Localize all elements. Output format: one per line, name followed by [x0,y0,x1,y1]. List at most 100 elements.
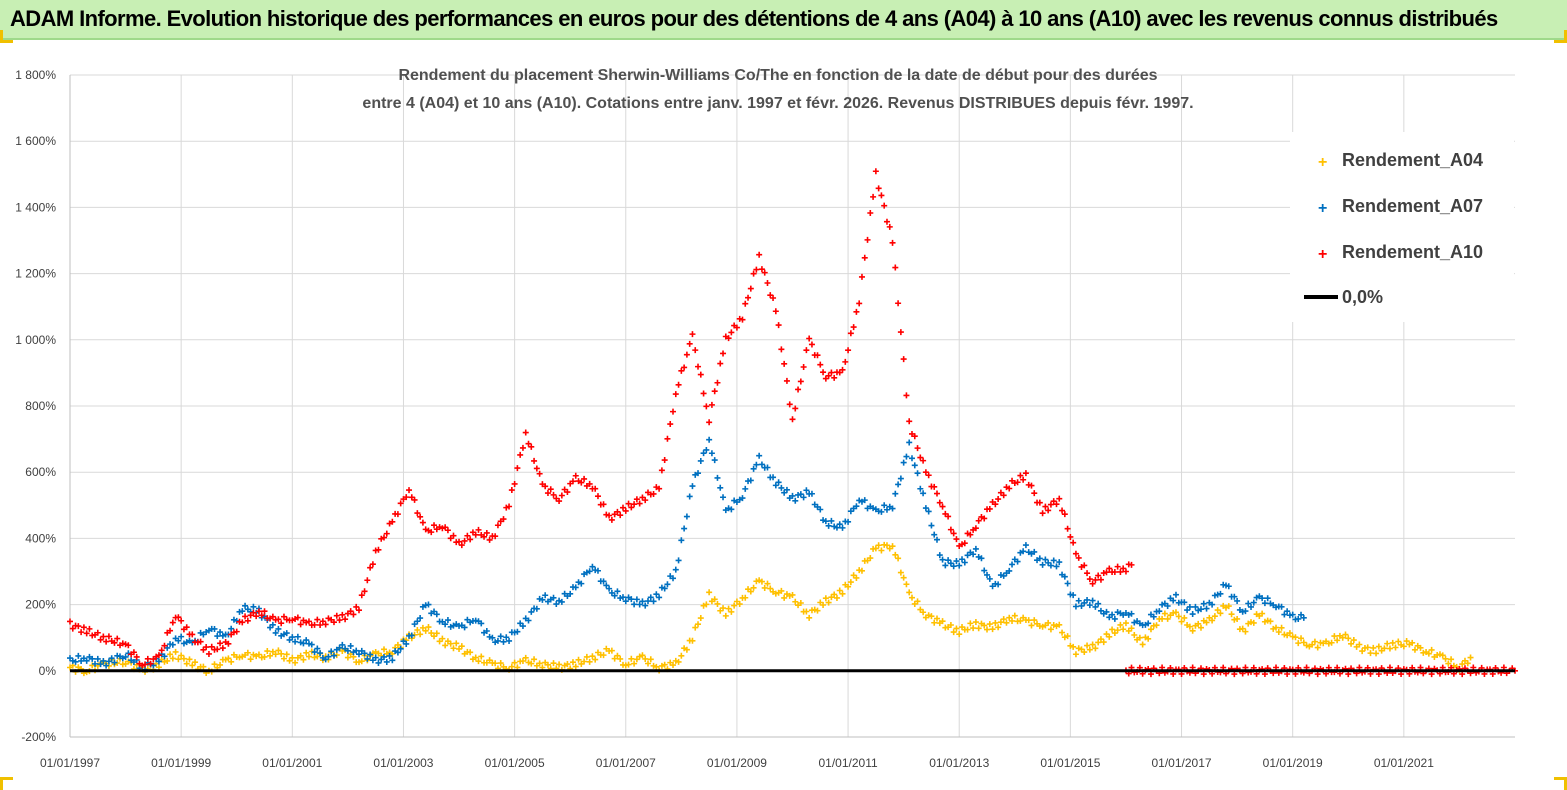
data-point [269,613,276,620]
data-point [914,470,921,477]
data-point [369,561,376,568]
data-point [800,363,807,370]
data-point [508,663,515,670]
data-point [917,454,924,461]
data-point [475,526,482,533]
data-point [656,485,663,492]
data-point [155,664,162,671]
data-point [631,660,638,667]
data-point [317,650,324,657]
data-point [1039,510,1046,517]
data-point [1384,640,1391,647]
data-point [758,461,765,468]
data-point [1009,561,1016,568]
data-point [864,236,871,243]
data-point [572,472,579,479]
data-point [689,483,696,490]
data-point [594,567,601,574]
data-point [122,653,129,660]
data-point [833,594,840,601]
data-point [581,658,588,665]
data-point [1089,641,1096,648]
data-point [895,481,902,488]
data-point [550,594,557,601]
data-point [147,660,154,667]
data-point [872,545,879,552]
data-point [661,585,668,592]
data-point [1339,634,1346,641]
data-point [711,388,718,395]
data-point [914,598,921,605]
data-point [1031,617,1038,624]
data-point [389,518,396,525]
data-point [1081,649,1088,656]
data-point [922,469,929,476]
data-point [383,530,390,537]
data-point [686,340,693,347]
data-point [845,583,852,590]
data-point [155,652,162,659]
data-point [1014,558,1021,565]
data-point [1145,635,1152,642]
data-point [428,630,435,637]
data-point [1103,569,1110,576]
data-point [750,465,757,472]
data-point [572,663,579,670]
data-point [305,618,312,625]
data-point [642,497,649,504]
data-point [83,630,90,637]
data-point [297,621,304,628]
x-tick-label: 01/01/2019 [1263,756,1323,770]
data-point [770,294,777,301]
data-point [889,239,896,246]
data-point [155,658,162,665]
chart-title-line-1: Rendement du placement Sherwin-Williams … [398,67,1157,84]
data-point [1367,650,1374,657]
data-point [767,585,774,592]
data-point [1095,572,1102,579]
data-point [1292,634,1299,641]
data-point [936,552,943,559]
data-point [1459,661,1466,668]
data-point [1200,600,1207,607]
data-point [375,546,382,553]
data-point [367,651,374,658]
data-point [275,647,282,654]
data-point [695,363,702,370]
data-point [1428,646,1435,653]
data-point [178,652,185,659]
data-point [758,266,765,273]
data-point [1114,627,1121,634]
data-point [164,657,171,664]
data-point [519,623,526,630]
data-point [600,501,607,508]
x-tick-label: 01/01/2011 [818,756,877,770]
page-title: ADAM Informe. Evolution historique des p… [10,6,1498,31]
data-point [294,633,301,640]
y-tick-label: 200% [25,598,56,612]
data-point [653,663,660,670]
data-point [614,508,621,515]
legend-label-a07: Rendement_A07 [1342,196,1483,216]
data-point [1203,605,1210,612]
data-point [1278,603,1285,610]
data-point [711,457,718,464]
y-tick-label: 600% [25,465,56,479]
data-point [225,640,232,647]
data-point [945,557,952,564]
data-point [1186,603,1193,610]
data-point [330,652,337,659]
y-tick-label: -200% [21,730,56,744]
data-point [228,658,235,665]
data-point [1084,596,1091,603]
data-point [914,445,921,452]
data-point [1400,643,1407,650]
data-point [839,524,846,531]
legend-marker-a10: + [1318,246,1327,263]
data-point [911,462,918,469]
data-point [692,347,699,354]
data-point [664,581,671,588]
data-point [381,534,388,541]
data-point [300,640,307,647]
data-point [831,591,838,598]
